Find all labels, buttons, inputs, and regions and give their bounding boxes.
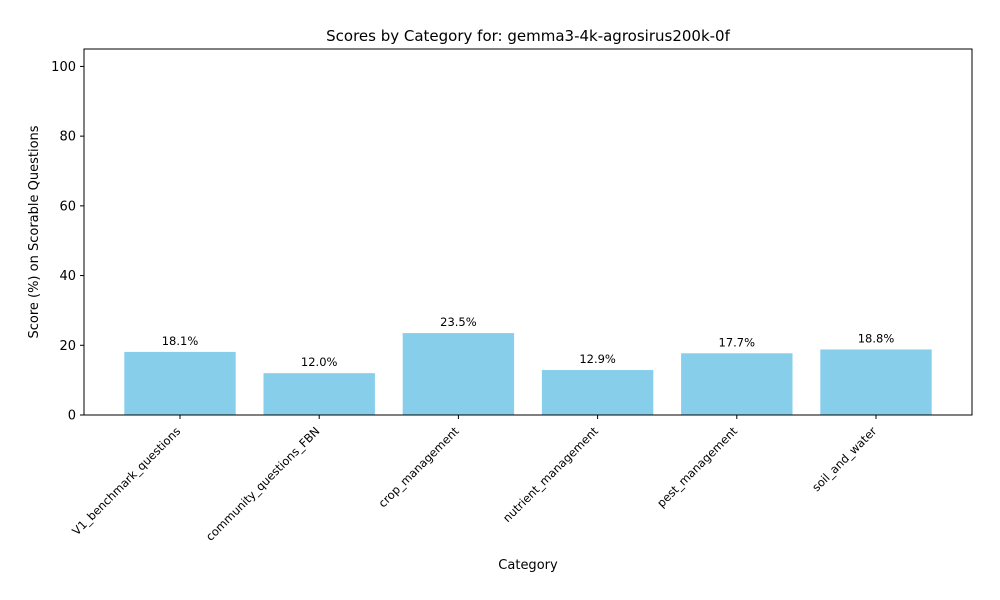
chart-title: Scores by Category for: gemma3-4k-agrosi…: [326, 27, 730, 45]
bars-group: 18.1% 12.0% 23.5% 12.9% 17.7% 18.8%: [124, 315, 932, 415]
x-tick-label: V1_benchmark_questions: [69, 424, 183, 538]
y-tick-label: 20: [59, 339, 76, 354]
bar-value-label: 12.9%: [579, 352, 616, 366]
bar-value-label: 17.7%: [719, 335, 756, 349]
bar-value-label: 23.5%: [440, 315, 477, 329]
bar-V1_benchmark_questions: [124, 351, 236, 415]
bar-value-label: 12.0%: [301, 355, 338, 369]
bar-nutrient_management: [541, 370, 654, 415]
plot-frame: [83, 48, 973, 416]
x-axis-ticks: V1_benchmark_questions community_question…: [69, 415, 879, 544]
y-tick-label: 40: [59, 269, 76, 284]
x-tick-label: nutrient_management: [500, 424, 601, 525]
bar-community_questions_FBN: [263, 373, 375, 415]
x-tick-label: community_questions_FBN: [203, 424, 323, 544]
x-axis-label: Category: [498, 558, 558, 573]
y-axis-label: Score (%) on Scorable Questions: [27, 125, 42, 338]
bar-value-label: 18.1%: [162, 334, 199, 348]
x-tick-label: pest_management: [654, 424, 740, 510]
x-tick-label: soil_and_water: [809, 424, 879, 494]
bar-pest_management: [681, 353, 793, 415]
y-tick-label: 100: [51, 60, 76, 75]
y-tick-label: 0: [68, 409, 76, 424]
bar-soil_and_water: [820, 349, 932, 415]
bar-crop_management: [402, 333, 515, 415]
y-tick-label: 60: [59, 199, 76, 214]
bar-value-label: 18.8%: [858, 331, 895, 345]
y-tick-label: 80: [59, 130, 76, 145]
y-axis-ticks: 0 20 40 60 80 100: [51, 60, 84, 424]
x-tick-label: crop_management: [375, 424, 462, 511]
